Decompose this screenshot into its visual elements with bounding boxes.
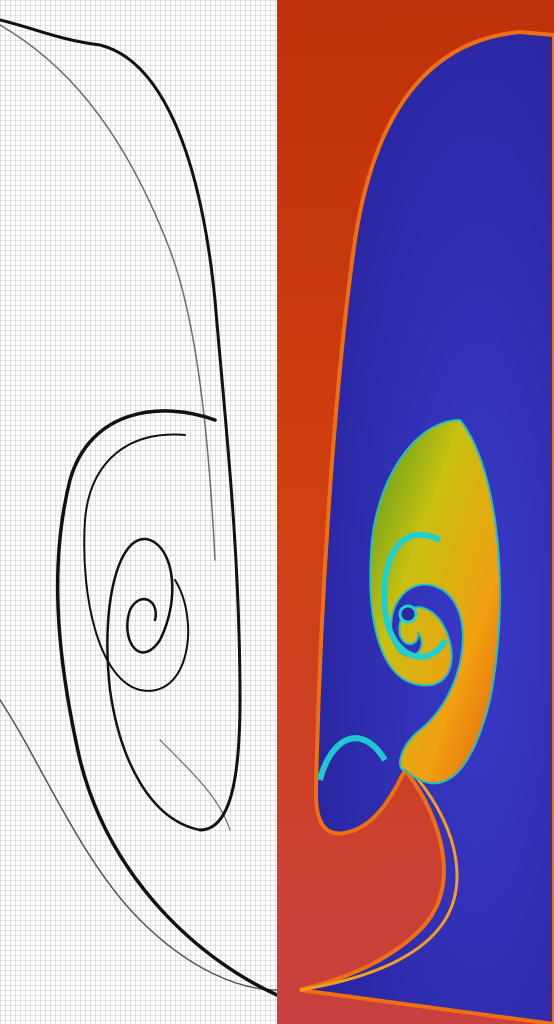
mesh-panel	[0, 0, 279, 1024]
field-panel	[277, 0, 554, 1024]
spiral-cyan-arm	[381, 531, 448, 660]
mesh-grid	[0, 0, 277, 1024]
spiral-core	[398, 604, 418, 624]
mesh-curves	[0, 18, 279, 997]
front-line	[299, 768, 459, 992]
spiral-region	[369, 418, 501, 785]
cyan-tongue	[317, 735, 388, 781]
